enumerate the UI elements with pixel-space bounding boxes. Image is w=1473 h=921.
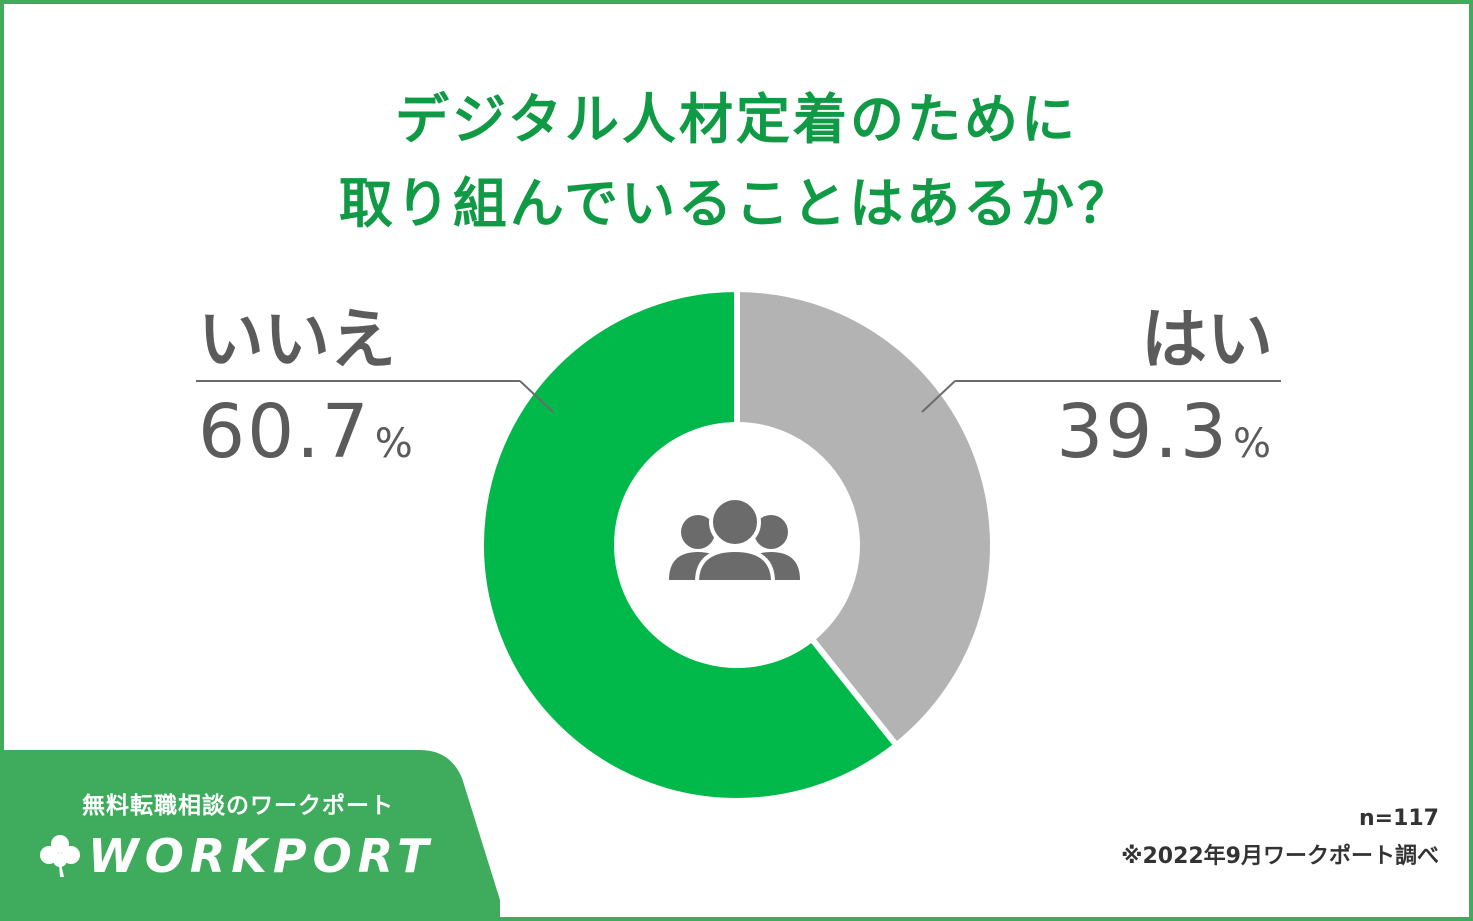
slice-yes [734, 285, 996, 750]
value-label-yes-number: 39.3 [1056, 389, 1229, 475]
footnote: n=117 ※2022年9月ワークポート調べ [1121, 800, 1439, 876]
brand-tagline: 無料転職相談のワークポート [82, 793, 394, 819]
brand-name: WORKPORT [88, 829, 435, 883]
source-note: ※2022年9月ワークポート調べ [1121, 844, 1439, 869]
label-no: いいえ [198, 301, 396, 378]
leader-line-no-diagonal [519, 380, 554, 413]
clover-icon [40, 835, 80, 877]
slice-no [478, 285, 901, 804]
leader-line-yes-diagonal [921, 380, 956, 413]
value-label-no: 60.7% [198, 392, 415, 484]
value-label-no-number: 60.7 [198, 389, 371, 475]
donut-slices [478, 285, 996, 804]
sample-size: n=117 [1358, 806, 1439, 831]
chart-title: デジタル人材定着のために 取り組んでいることはあるか？ [0, 78, 1473, 246]
chart-title-line-2: 取り組んでいることはあるか？ [338, 172, 1135, 235]
label-yes: はい [1141, 301, 1273, 378]
chart-title-line-1: デジタル人材定着のために [395, 88, 1078, 151]
value-label-yes-unit: % [1232, 421, 1273, 467]
value-label-yes: 39.3% [1056, 392, 1273, 484]
group-people-icon [669, 496, 800, 584]
brand-logo: WORKPORT [40, 828, 434, 884]
value-label-no-unit: % [374, 421, 415, 467]
